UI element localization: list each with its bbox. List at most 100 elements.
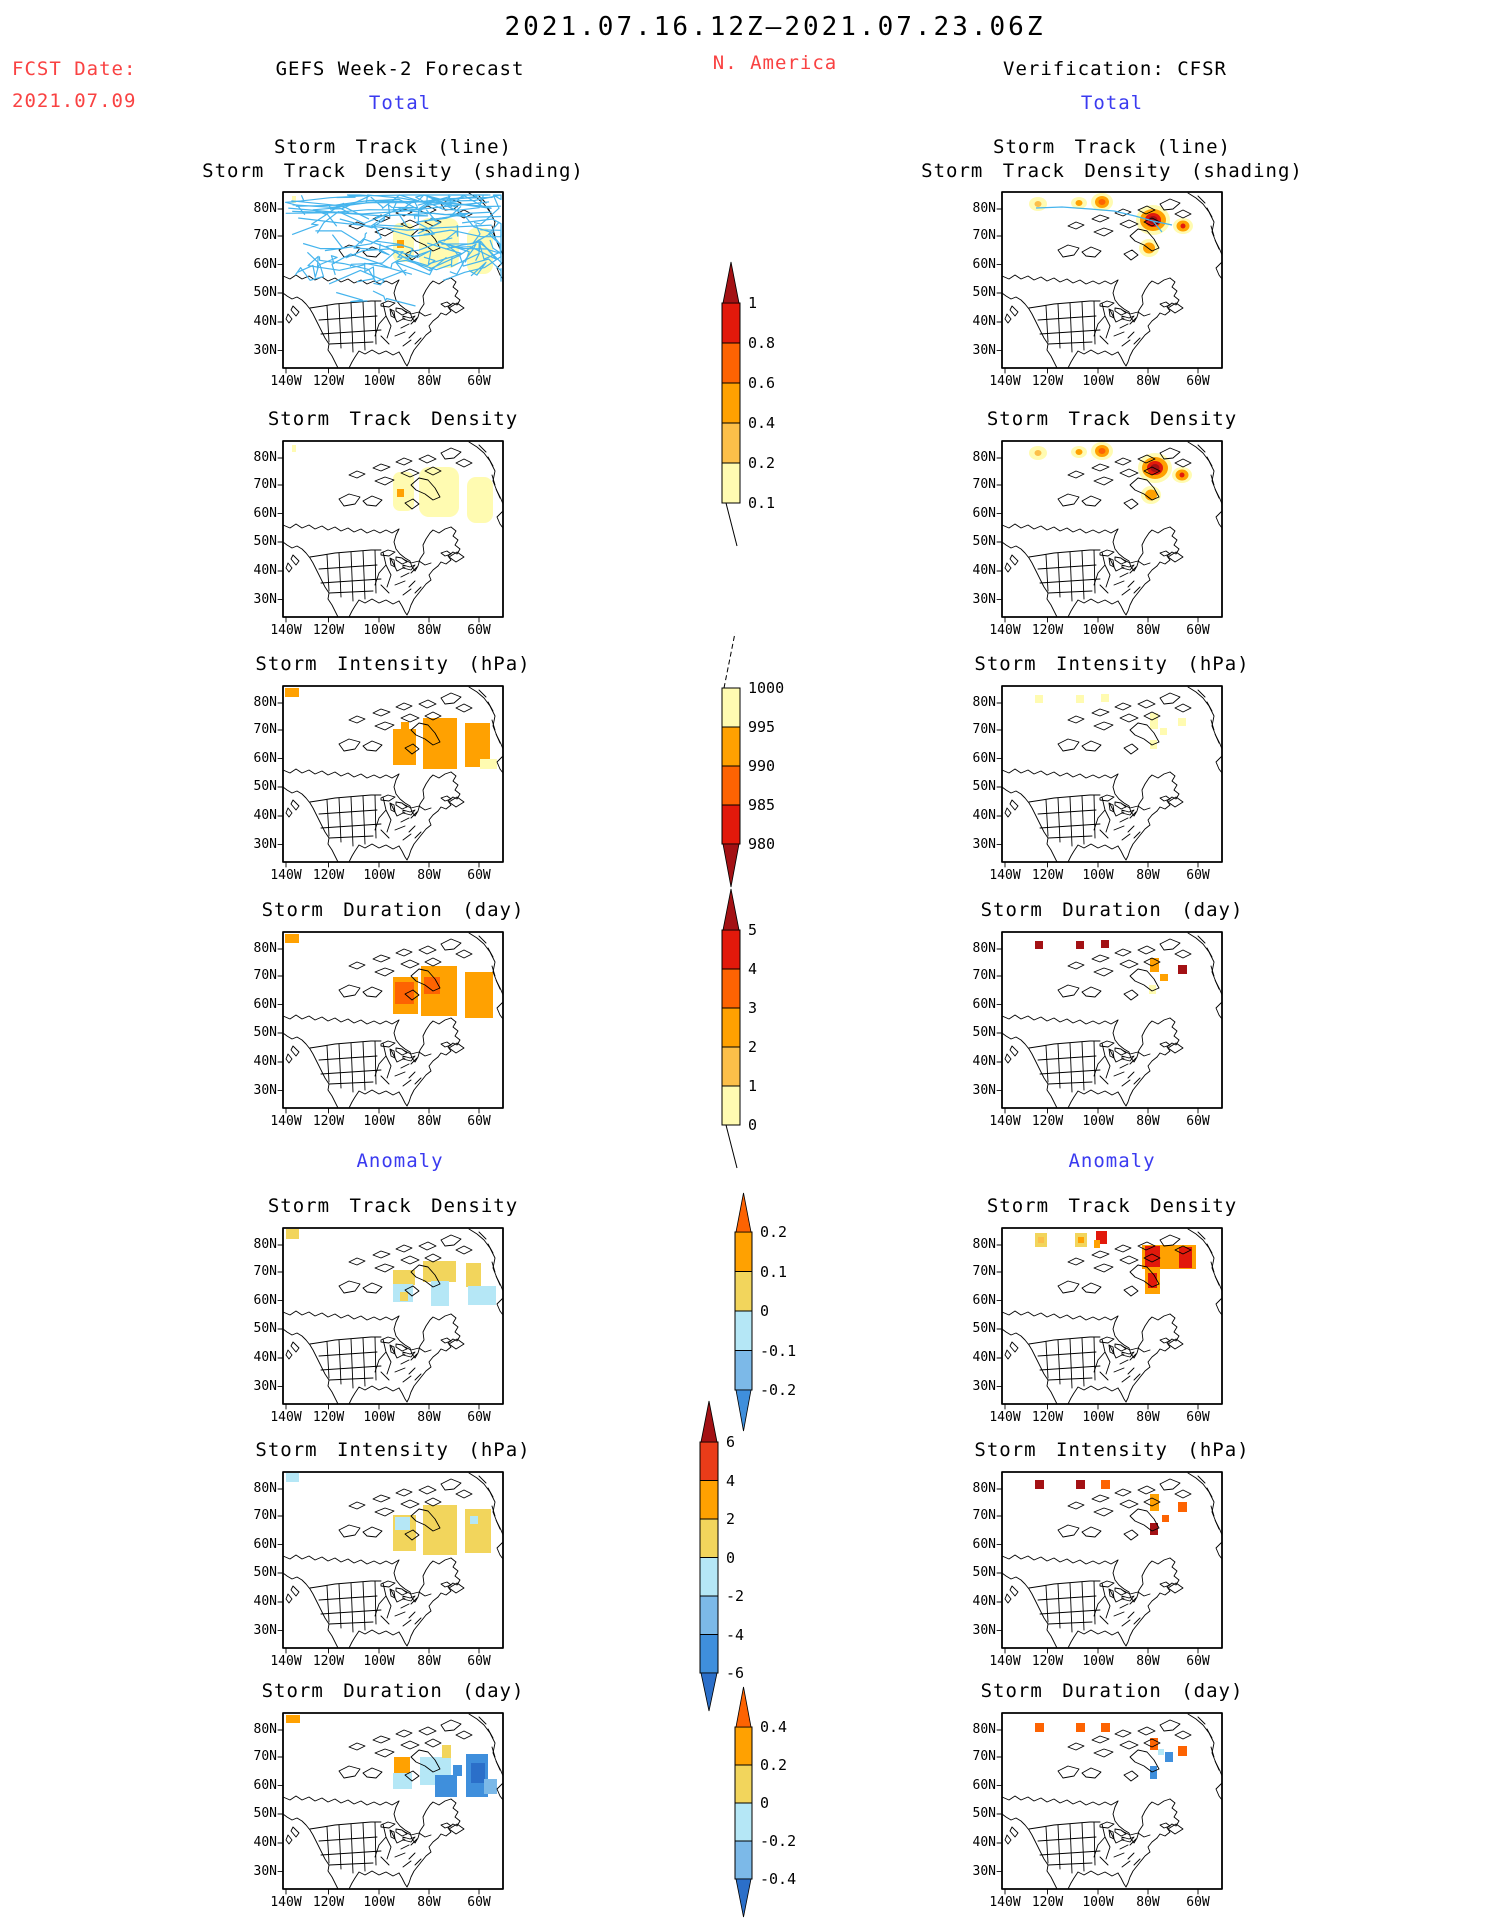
fcst-anom-track-density-map	[277, 1227, 504, 1410]
lat-axis-label: 60N	[972, 750, 996, 766]
lon-axis-label: 60W	[1186, 1410, 1210, 1425]
lat-axis-label: 70N	[253, 1264, 277, 1279]
lat-axis-label: 50N	[253, 1806, 277, 1821]
lon-axis-label: 120W	[312, 1410, 345, 1425]
lat-axis-label: 70N	[253, 1508, 277, 1523]
lat-axis-label: 30N	[972, 342, 996, 358]
lat-axis-label: 70N	[972, 228, 996, 243]
lon-axis-label: 60W	[467, 1410, 491, 1425]
lat-axis-label: 50N	[972, 1565, 996, 1580]
lon-axis-label: 80W	[1136, 1114, 1160, 1129]
lat-axis-label: 70N	[253, 228, 277, 243]
lon-axis-label: 80W	[1136, 1410, 1160, 1425]
lon-axis-label: 120W	[312, 374, 345, 389]
colorbar-tick-label: 0.6	[748, 374, 776, 392]
lon-axis-label: 140W	[270, 1895, 302, 1910]
lat-axis-label: 50N	[972, 285, 996, 300]
lat-axis-label: 40N	[972, 314, 996, 329]
lat-axis-label: 30N	[253, 1622, 277, 1638]
colorbar-tick-label: 0	[748, 1116, 758, 1134]
lon-axis-label: 120W	[312, 1654, 345, 1669]
lon-axis-label: 120W	[1031, 1114, 1064, 1129]
lat-axis-label: 80N	[972, 450, 996, 465]
lat-axis-label: 60N	[253, 1536, 277, 1552]
colorbar-total-intensity	[721, 632, 741, 888]
lon-axis-label: 100W	[363, 623, 395, 638]
shading-layer	[1035, 940, 1187, 994]
colorbar-tick-label: -0.4	[760, 1870, 797, 1888]
lon-axis-label: 120W	[312, 1114, 345, 1129]
lat-axis-label: 80N	[253, 1481, 277, 1496]
colorbar-anomaly-intensity	[699, 1400, 719, 1712]
lon-axis-label: 120W	[1031, 623, 1064, 638]
lat-axis-label: 30N	[972, 1082, 996, 1098]
colorbar-tick-label: 4	[726, 1471, 736, 1490]
colorbar-tick-label: 0.4	[748, 414, 776, 432]
lat-axis-label: 40N	[972, 808, 996, 823]
lat-axis-label: 50N	[972, 534, 996, 549]
lat-axis-label: 40N	[253, 1594, 277, 1609]
lat-axis-label: 40N	[972, 1835, 996, 1850]
left-total-label: Total	[368, 92, 432, 114]
lat-axis-label: 60N	[253, 256, 277, 272]
lat-axis-label: 80N	[972, 1481, 996, 1496]
fcst-date-value: 2021.07.09	[12, 90, 137, 112]
lat-axis-label: 70N	[972, 722, 996, 737]
colorbar-tick-label: 990	[748, 757, 776, 775]
lat-axis-label: 30N	[253, 1378, 277, 1394]
lon-axis-label: 60W	[467, 1114, 491, 1129]
shading-layer	[292, 445, 493, 523]
lat-axis-label: 60N	[972, 256, 996, 272]
shading-layer	[286, 1715, 497, 1797]
map-title: Storm Track Density	[267, 1195, 519, 1217]
colorbar-tick-label: -0.2	[760, 1381, 797, 1399]
colorbar-anomaly-duration	[734, 1686, 753, 1918]
lat-axis-label: 70N	[972, 1749, 996, 1764]
storm-track-lines	[284, 194, 502, 307]
lon-axis-label: 120W	[1031, 868, 1064, 883]
lat-axis-label: 40N	[253, 1835, 277, 1850]
map-title: Storm Track Density	[267, 408, 519, 430]
lon-axis-label: 60W	[1186, 1654, 1210, 1669]
lat-axis-label: 40N	[253, 314, 277, 329]
lon-axis-label: 80W	[417, 1114, 441, 1129]
fcst-intensity-map	[277, 685, 504, 868]
colorbar-tick-label: 1	[748, 1077, 758, 1095]
map-title: Storm Track Density	[986, 408, 1238, 430]
map-title: Storm Duration (day)	[261, 1680, 525, 1702]
lon-axis-label: 100W	[1082, 623, 1114, 638]
lat-axis-label: 30N	[972, 1863, 996, 1879]
lon-axis-label: 60W	[467, 1654, 491, 1669]
forecast-model-label: GEFS Week-2 Forecast	[275, 58, 525, 80]
lon-axis-label: 80W	[417, 1410, 441, 1425]
shading-layer	[1035, 1480, 1187, 1535]
shading-layer	[285, 688, 497, 769]
lat-axis-label: 60N	[253, 1292, 277, 1308]
colorbar-tick-label: 985	[748, 796, 776, 814]
colorbar-tick-label: 0	[760, 1302, 770, 1320]
colorbar-tick-label: 995	[748, 718, 776, 736]
right-anomaly-label: Anomaly	[1068, 1150, 1156, 1172]
verification-label: Verification: CFSR	[1003, 58, 1227, 80]
shading-layer	[1035, 1723, 1187, 1779]
fcst-track-line-density-map	[277, 191, 504, 374]
lon-axis-label: 100W	[1082, 1654, 1114, 1669]
lon-axis-label: 80W	[1136, 623, 1160, 638]
verif-track-line-density-map	[996, 191, 1223, 374]
map-title: Storm Track Density	[986, 1195, 1238, 1217]
lat-axis-label: 60N	[253, 1777, 277, 1793]
lon-axis-label: 120W	[312, 623, 345, 638]
lat-axis-label: 70N	[972, 1508, 996, 1523]
lat-axis-label: 70N	[253, 968, 277, 983]
lat-axis-label: 60N	[972, 505, 996, 521]
lon-axis-label: 140W	[270, 1654, 302, 1669]
storm-track-lines	[1035, 206, 1173, 233]
lon-axis-label: 100W	[363, 374, 395, 389]
lon-axis-label: 140W	[989, 1654, 1021, 1669]
lat-axis-label: 30N	[972, 1622, 996, 1638]
colorbar-tick-label: 980	[748, 835, 776, 853]
lon-axis-label: 100W	[363, 1410, 395, 1425]
map-title: Storm Intensity (hPa)	[974, 1439, 1250, 1461]
lon-axis-label: 100W	[363, 1114, 395, 1129]
lat-axis-label: 30N	[253, 342, 277, 358]
